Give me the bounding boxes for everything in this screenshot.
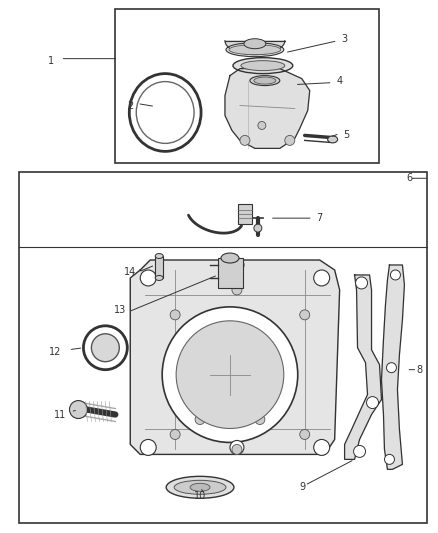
Ellipse shape — [221, 253, 239, 263]
Text: 13: 13 — [114, 305, 127, 315]
Circle shape — [285, 135, 295, 146]
Circle shape — [232, 285, 242, 295]
Circle shape — [140, 439, 156, 455]
Ellipse shape — [254, 77, 276, 84]
Circle shape — [356, 277, 367, 289]
Polygon shape — [225, 41, 285, 55]
Circle shape — [386, 362, 396, 373]
Text: 4: 4 — [336, 76, 343, 86]
Ellipse shape — [244, 39, 266, 49]
Text: 5: 5 — [343, 131, 350, 140]
Circle shape — [170, 310, 180, 320]
Circle shape — [255, 415, 265, 424]
Circle shape — [367, 397, 378, 409]
Text: 1: 1 — [47, 55, 53, 66]
Ellipse shape — [226, 43, 284, 56]
Text: 14: 14 — [124, 267, 136, 277]
Bar — [115, 9, 379, 163]
Ellipse shape — [233, 58, 293, 74]
Ellipse shape — [241, 61, 285, 71]
Ellipse shape — [174, 480, 226, 494]
Text: 8: 8 — [416, 365, 422, 375]
Circle shape — [353, 446, 366, 457]
Bar — [238, 204, 252, 224]
Circle shape — [140, 270, 156, 286]
Circle shape — [385, 455, 395, 464]
Text: 2: 2 — [127, 101, 134, 110]
Text: 12: 12 — [49, 347, 62, 357]
Circle shape — [195, 345, 205, 355]
Circle shape — [390, 270, 400, 280]
Polygon shape — [225, 69, 310, 148]
Circle shape — [170, 430, 180, 439]
Ellipse shape — [166, 477, 234, 498]
Circle shape — [300, 310, 310, 320]
Text: 6: 6 — [406, 173, 413, 183]
Bar — [218, 258, 243, 288]
Ellipse shape — [250, 76, 280, 86]
Circle shape — [254, 224, 262, 232]
Circle shape — [314, 270, 330, 286]
Ellipse shape — [155, 254, 163, 259]
Circle shape — [300, 430, 310, 439]
Bar — [19, 172, 427, 523]
Text: 3: 3 — [342, 34, 348, 44]
Circle shape — [176, 321, 284, 429]
Text: 7: 7 — [317, 213, 323, 223]
Circle shape — [195, 415, 205, 424]
Circle shape — [162, 307, 298, 442]
Ellipse shape — [155, 276, 163, 280]
Polygon shape — [345, 275, 381, 459]
Circle shape — [230, 440, 244, 455]
Bar — [155, 256, 163, 278]
Circle shape — [70, 401, 88, 418]
Polygon shape — [130, 260, 339, 455]
Circle shape — [258, 122, 266, 130]
Text: 10: 10 — [194, 491, 206, 501]
Circle shape — [92, 334, 119, 362]
Text: 11: 11 — [54, 409, 67, 419]
Circle shape — [314, 439, 330, 455]
Ellipse shape — [328, 136, 338, 143]
Ellipse shape — [190, 483, 210, 491]
Circle shape — [255, 345, 265, 355]
Ellipse shape — [229, 45, 281, 55]
Polygon shape — [381, 265, 404, 470]
Circle shape — [230, 258, 244, 272]
Circle shape — [240, 135, 250, 146]
Circle shape — [232, 445, 242, 455]
Text: 9: 9 — [300, 482, 306, 492]
